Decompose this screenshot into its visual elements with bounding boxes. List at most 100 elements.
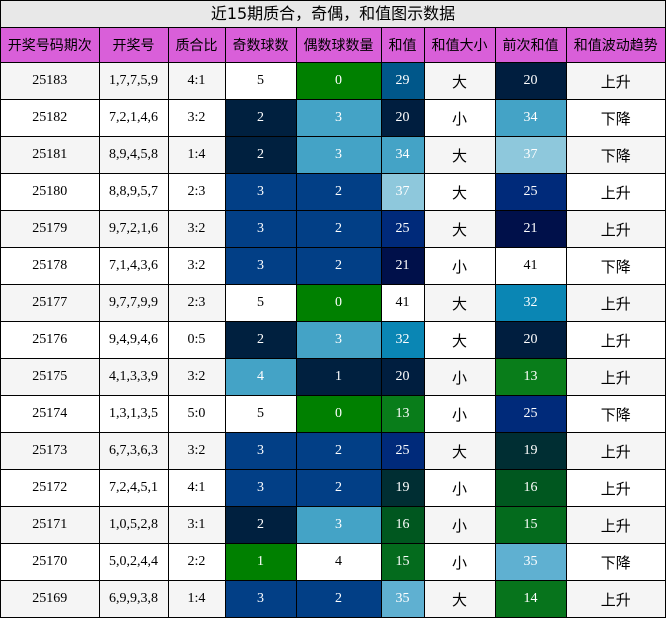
cell-sum: 21	[380, 247, 425, 285]
cell-prev-sum: 19	[494, 432, 567, 470]
cell-sum: 29	[380, 62, 425, 100]
cell-ratio: 3:2	[167, 247, 226, 285]
header-prev-sum: 前次和值	[494, 28, 567, 63]
cell-numbers: 6,9,9,3,8	[98, 580, 169, 617]
cell-period: 25175	[1, 358, 100, 396]
cell-ratio: 4:1	[167, 469, 226, 507]
cell-numbers: 9,7,2,1,6	[98, 210, 169, 248]
cell-sum-size: 大	[423, 580, 496, 617]
table-title: 近15期质合，奇偶，和值图示数据	[1, 1, 665, 28]
cell-odd-count: 1	[224, 543, 297, 581]
cell-even-count: 3	[295, 321, 382, 359]
table-row: 25175 4,1,3,3,9 3:2 4 1 20 小 13 上升	[1, 358, 665, 396]
cell-sum: 15	[380, 543, 425, 581]
cell-trend: 上升	[565, 284, 665, 322]
table-row: 25183 1,7,7,5,9 4:1 5 0 29 大 20 上升	[1, 62, 665, 100]
table-row: 25177 9,7,7,9,9 2:3 5 0 41 大 32 上升	[1, 284, 665, 322]
table-row: 25180 8,8,9,5,7 2:3 3 2 37 大 25 上升	[1, 173, 665, 211]
cell-trend: 上升	[565, 321, 665, 359]
cell-odd-count: 3	[224, 210, 297, 248]
cell-odd-count: 5	[224, 284, 297, 322]
cell-numbers: 1,0,5,2,8	[98, 506, 169, 544]
cell-sum-size: 大	[423, 321, 496, 359]
cell-ratio: 3:1	[167, 506, 226, 544]
header-even-count: 偶数球数量	[295, 28, 382, 63]
cell-ratio: 2:3	[167, 173, 226, 211]
cell-even-count: 0	[295, 284, 382, 322]
cell-numbers: 8,8,9,5,7	[98, 173, 169, 211]
cell-period: 25182	[1, 99, 100, 137]
table-row: 25179 9,7,2,1,6 3:2 3 2 25 大 21 上升	[1, 210, 665, 248]
cell-ratio: 1:4	[167, 580, 226, 617]
cell-odd-count: 4	[224, 358, 297, 396]
cell-odd-count: 2	[224, 321, 297, 359]
lottery-table: 开奖号码期次 开奖号 质合比 奇数球数 偶数球数量 和值 和值大小 前次和值 和…	[1, 28, 665, 617]
cell-trend: 上升	[565, 358, 665, 396]
cell-odd-count: 5	[224, 395, 297, 433]
cell-odd-count: 3	[224, 580, 297, 617]
cell-even-count: 2	[295, 247, 382, 285]
cell-numbers: 6,7,3,6,3	[98, 432, 169, 470]
cell-sum-size: 小	[423, 247, 496, 285]
cell-period: 25172	[1, 469, 100, 507]
cell-sum: 20	[380, 358, 425, 396]
cell-prev-sum: 20	[494, 321, 567, 359]
cell-prev-sum: 25	[494, 395, 567, 433]
cell-sum-size: 小	[423, 395, 496, 433]
cell-trend: 上升	[565, 469, 665, 507]
cell-ratio: 2:2	[167, 543, 226, 581]
cell-ratio: 3:2	[167, 432, 226, 470]
cell-period: 25181	[1, 136, 100, 174]
cell-prev-sum: 20	[494, 62, 567, 100]
header-period: 开奖号码期次	[1, 28, 100, 63]
cell-prev-sum: 41	[494, 247, 567, 285]
cell-period: 25180	[1, 173, 100, 211]
cell-sum-size: 大	[423, 210, 496, 248]
cell-sum: 35	[380, 580, 425, 617]
cell-odd-count: 3	[224, 432, 297, 470]
cell-numbers: 7,1,4,3,6	[98, 247, 169, 285]
table-row: 25174 1,3,1,3,5 5:0 5 0 13 小 25 下降	[1, 395, 665, 433]
cell-trend: 上升	[565, 506, 665, 544]
cell-sum: 32	[380, 321, 425, 359]
cell-sum-size: 大	[423, 173, 496, 211]
cell-trend: 下降	[565, 99, 665, 137]
cell-trend: 下降	[565, 543, 665, 581]
header-numbers: 开奖号	[98, 28, 169, 63]
cell-period: 25174	[1, 395, 100, 433]
cell-trend: 上升	[565, 580, 665, 617]
cell-prev-sum: 15	[494, 506, 567, 544]
cell-numbers: 4,1,3,3,9	[98, 358, 169, 396]
cell-sum: 20	[380, 99, 425, 137]
cell-period: 25169	[1, 580, 100, 617]
cell-numbers: 5,0,2,4,4	[98, 543, 169, 581]
cell-sum-size: 大	[423, 136, 496, 174]
cell-numbers: 1,7,7,5,9	[98, 62, 169, 100]
cell-ratio: 3:2	[167, 99, 226, 137]
cell-prev-sum: 13	[494, 358, 567, 396]
cell-numbers: 9,4,9,4,6	[98, 321, 169, 359]
cell-prev-sum: 32	[494, 284, 567, 322]
header-row: 开奖号码期次 开奖号 质合比 奇数球数 偶数球数量 和值 和值大小 前次和值 和…	[1, 28, 665, 63]
cell-sum: 34	[380, 136, 425, 174]
table-row: 25171 1,0,5,2,8 3:1 2 3 16 小 15 上升	[1, 506, 665, 544]
cell-ratio: 0:5	[167, 321, 226, 359]
cell-odd-count: 2	[224, 506, 297, 544]
cell-sum: 19	[380, 469, 425, 507]
cell-numbers: 8,9,4,5,8	[98, 136, 169, 174]
table-row: 25182 7,2,1,4,6 3:2 2 3 20 小 34 下降	[1, 99, 665, 137]
cell-sum: 41	[380, 284, 425, 322]
cell-numbers: 7,2,1,4,6	[98, 99, 169, 137]
cell-sum-size: 大	[423, 284, 496, 322]
cell-prev-sum: 16	[494, 469, 567, 507]
cell-even-count: 2	[295, 469, 382, 507]
header-ratio: 质合比	[167, 28, 226, 63]
cell-period: 25178	[1, 247, 100, 285]
cell-even-count: 0	[295, 395, 382, 433]
cell-ratio: 2:3	[167, 284, 226, 322]
cell-prev-sum: 25	[494, 173, 567, 211]
cell-ratio: 3:2	[167, 358, 226, 396]
table-row: 25181 8,9,4,5,8 1:4 2 3 34 大 37 下降	[1, 136, 665, 174]
header-sum-size: 和值大小	[423, 28, 496, 63]
